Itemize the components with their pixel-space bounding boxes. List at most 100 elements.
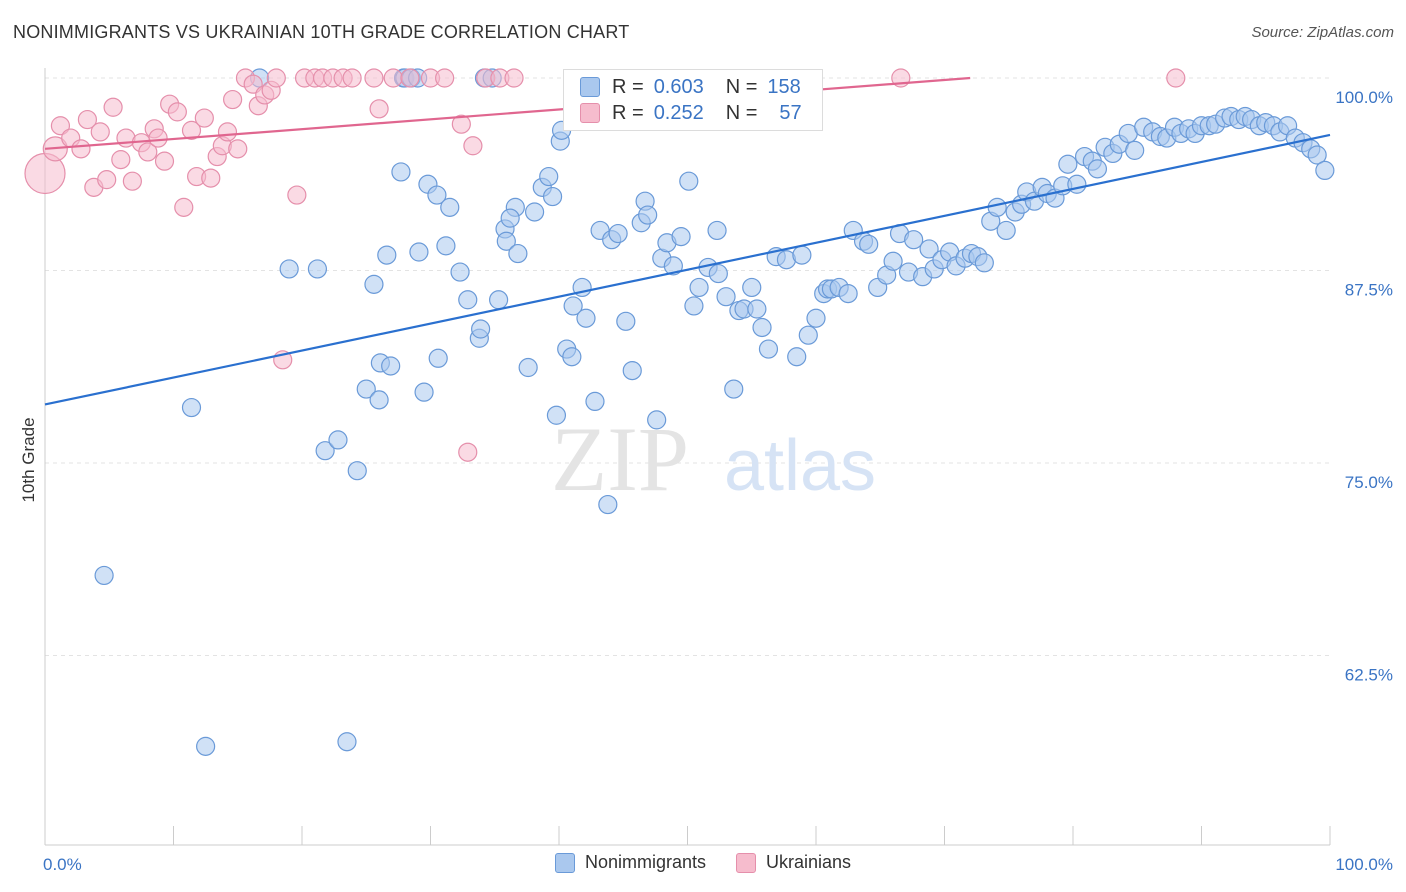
nonimmigrants-point [647, 410, 667, 430]
legend-n-value: 158 [767, 75, 801, 98]
nonimmigrants-point [576, 308, 596, 328]
ukrainians-point [201, 168, 221, 188]
nonimmigrants-point [440, 197, 460, 217]
nonimmigrants-point [838, 284, 858, 304]
nonimmigrants-point [458, 290, 478, 310]
watermark-atlas: atlas [724, 426, 876, 506]
ukrainians-point [181, 120, 202, 140]
nonimmigrants-point [716, 287, 736, 307]
nonimmigrants-point [489, 290, 509, 310]
ukrainians-point [458, 442, 478, 462]
legend-n-label: N = [725, 101, 758, 124]
legend-row-ukrainians: R = 0.252 N = 57 [580, 100, 802, 126]
ukrainians-point [435, 68, 455, 88]
ukrainians-point [148, 128, 168, 148]
legend-r-value: 0.252 [653, 101, 704, 124]
nonimmigrants-point [1058, 154, 1078, 174]
nonimmigrants-point [707, 220, 727, 241]
ukrainians-point [463, 136, 483, 156]
nonimmigrants-point [500, 208, 520, 228]
legend-r-value: 0.603 [653, 75, 704, 98]
nonimmigrants-point [792, 245, 812, 265]
nonimmigrants-point [747, 299, 767, 319]
ukrainians-point [154, 151, 175, 171]
ukrainians-point [342, 68, 362, 88]
y-tick-label: 100.0% [1335, 88, 1393, 107]
nonimmigrants-point [883, 251, 903, 271]
ukrainians-points [24, 68, 1186, 462]
y-axis-label: 10th Grade [19, 417, 38, 502]
nonimmigrants-point [663, 256, 683, 276]
x-tick-label: 0.0% [43, 855, 82, 874]
ukrainians-point [287, 185, 307, 205]
ukrainians-point [77, 109, 98, 130]
nonimmigrants-point [450, 262, 470, 282]
nonimmigrants-point [542, 186, 563, 207]
nonimmigrants-point [919, 239, 939, 259]
legend-item-ukrainians[interactable]: Ukrainians [736, 852, 851, 873]
nonimmigrants-point [679, 171, 699, 191]
source-label: Source: ZipAtlas.com [1251, 24, 1394, 41]
nonimmigrants-point [539, 166, 559, 187]
ukrainians-point [1166, 68, 1186, 88]
nonimmigrants-point [904, 230, 924, 250]
chart-title: NONIMMIGRANTS VS UKRAINIAN 10TH GRADE CO… [13, 22, 630, 42]
ukrainians-point [504, 68, 524, 88]
nonimmigrants-point [616, 311, 636, 331]
legend-item-label: Ukrainians [766, 852, 852, 872]
legend-n-value: 57 [779, 101, 802, 124]
nonimmigrants-point [787, 347, 807, 367]
nonimmigrants-point [496, 231, 516, 251]
y-tick-label: 62.5% [1345, 666, 1393, 685]
nonimmigrants-point [381, 356, 401, 376]
nonimmigrants-point [585, 391, 605, 411]
nonimmigrants-point [518, 357, 538, 378]
ukrainians-point [400, 68, 420, 88]
nonimmigrants-point [546, 405, 567, 425]
blue-swatch-icon [554, 852, 575, 873]
ukrainians-point [383, 68, 403, 88]
ukrainians-point [50, 116, 71, 136]
ukrainians-point [228, 139, 248, 159]
nonimmigrants-point [508, 243, 528, 264]
ukrainians-point [369, 99, 389, 119]
tick-labels: 62.5% 75.0% 87.5% 100.0% 0.0% 100.0% [43, 88, 1393, 874]
blue-swatch-icon [580, 77, 600, 97]
nonimmigrants-point [94, 565, 114, 586]
nonimmigrants-point [364, 274, 384, 294]
nonimmigrants-point [369, 390, 389, 410]
y-tick-label: 87.5% [1345, 281, 1393, 300]
nonimmigrants-point [724, 379, 744, 399]
ukrainians-point [103, 97, 123, 117]
legend-r-label: R = [612, 75, 644, 98]
watermark-zip: ZIP [551, 408, 689, 510]
nonimmigrants-point [798, 325, 818, 345]
nonimmigrants-point [742, 277, 762, 298]
ukrainians-point [167, 102, 187, 122]
nonimmigrants-point [752, 317, 772, 338]
ukrainians-point [364, 68, 384, 88]
pink-swatch-icon [736, 852, 756, 873]
nonimmigrants-point [806, 308, 826, 328]
ukrainians-point [451, 114, 471, 134]
nonimmigrants-point [987, 197, 1007, 217]
grid-lines [45, 77, 1330, 656]
nonimmigrants-point [1087, 159, 1108, 179]
nonimmigrants-point [196, 736, 216, 756]
nonimmigrants-point [708, 263, 728, 284]
legend-item-nonimmigrants[interactable]: Nonimmigrants [554, 852, 706, 873]
nonimmigrants-point [1315, 160, 1335, 180]
nonimmigrants-point [328, 430, 348, 450]
nonimmigrants-point [347, 461, 367, 481]
nonimmigrants-point [671, 227, 691, 247]
nonimmigrants-point [436, 236, 456, 256]
nonimmigrants-point [307, 259, 328, 279]
nonimmigrants-point [622, 361, 642, 381]
nonimmigrants-point [859, 234, 879, 254]
nonimmigrants-point [1307, 145, 1327, 165]
nonimmigrants-point [758, 339, 779, 359]
legend-n-label: N = [725, 75, 758, 98]
nonimmigrants-point [974, 253, 994, 273]
nonimmigrants-point [428, 348, 448, 368]
